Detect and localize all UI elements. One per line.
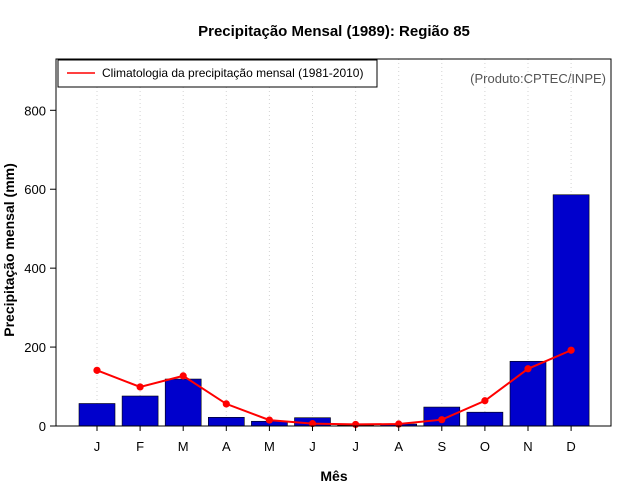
climatology-point-5 — [308, 420, 317, 428]
grid-lines — [96, 59, 572, 426]
x-tick-label: M — [264, 439, 275, 454]
y-tick-label: 200 — [24, 340, 46, 355]
bar-9 — [466, 411, 504, 427]
x-tick-label: J — [94, 439, 101, 454]
product-credit: (Produto:CPTEC/INPE) — [470, 71, 606, 86]
x-tick-label: D — [566, 439, 575, 454]
x-tick-label: J — [309, 439, 316, 454]
y-axis-title: Precipitação mensal (mm) — [1, 163, 17, 337]
x-tick-label: J — [352, 439, 359, 454]
x-tick-label: N — [523, 439, 532, 454]
climatology-point-2 — [179, 372, 187, 380]
bar-2 — [164, 378, 202, 427]
climatology-point-9 — [481, 397, 489, 405]
bar-1 — [121, 395, 159, 427]
climatology-point-10 — [524, 365, 532, 373]
climatology-line — [96, 349, 572, 426]
bar-11 — [552, 194, 590, 427]
climatology-point-0 — [93, 366, 101, 374]
climatology-point-3 — [222, 400, 230, 408]
x-tick-label: F — [136, 439, 144, 454]
y-tick-label: 400 — [24, 261, 46, 276]
x-tick-label: A — [394, 439, 403, 454]
x-tick-label: M — [178, 439, 189, 454]
legend: Climatologia da precipitação mensal (198… — [57, 59, 378, 88]
bar-0 — [78, 403, 116, 427]
bar-series — [78, 194, 590, 427]
chart-title: Precipitação Mensal (1989): Região 85 — [198, 23, 470, 40]
climatology-point-4 — [265, 416, 273, 424]
plot-frame — [55, 58, 612, 427]
x-tick-label: O — [480, 439, 490, 454]
x-tick-label: A — [222, 439, 231, 454]
y-tick-label: 600 — [24, 182, 46, 197]
climatology-point-8 — [438, 416, 446, 424]
legend-box — [57, 59, 378, 88]
climatology-line-series — [93, 346, 575, 429]
climatology-point-1 — [136, 383, 144, 391]
bar-3 — [208, 417, 245, 427]
legend-label: Climatologia da precipitação mensal (198… — [102, 66, 363, 80]
y-axis: 0 200 400 600 800 — [24, 103, 56, 434]
climatology-point-11 — [567, 346, 575, 354]
x-axis-title: Mês — [320, 468, 347, 484]
y-tick-label: 800 — [24, 103, 46, 118]
y-tick-label: 0 — [39, 419, 46, 434]
x-tick-label: S — [437, 439, 446, 454]
